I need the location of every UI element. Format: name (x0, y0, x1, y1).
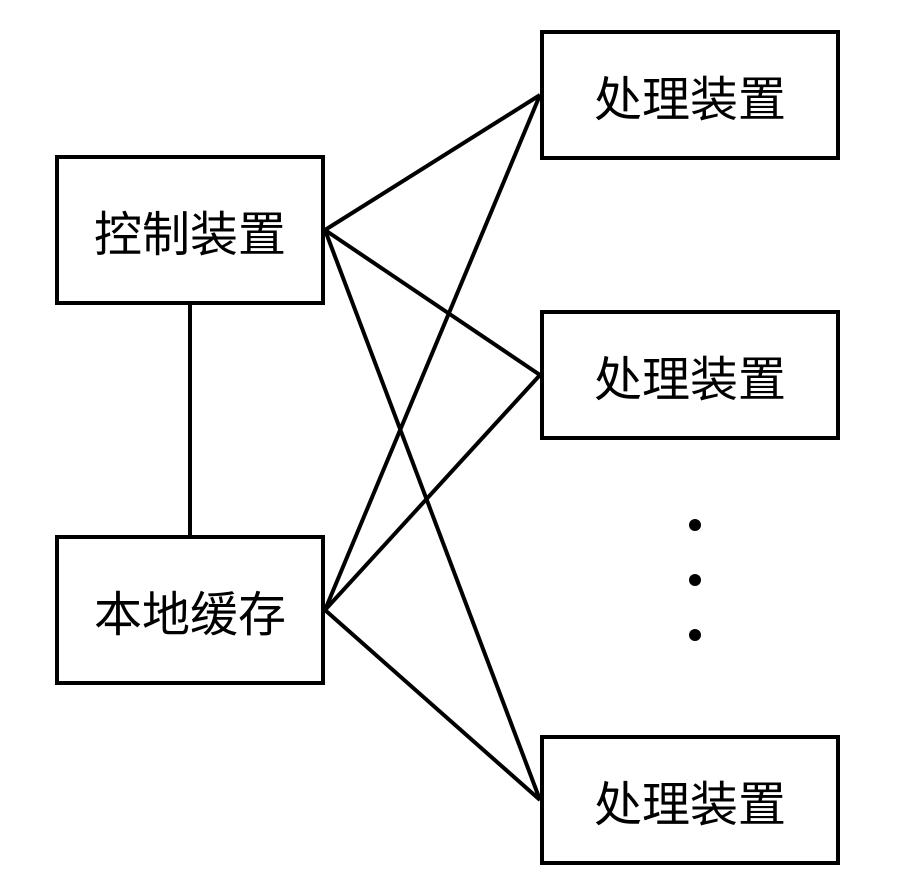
node-label: 本地缓存 (94, 575, 286, 645)
node-label: 处理装置 (594, 60, 786, 130)
ellipsis-dot (689, 629, 701, 641)
node-control: 控制装置 (55, 155, 325, 305)
ellipsis-dot (689, 574, 701, 586)
node-procN: 处理装置 (540, 735, 840, 865)
diagram-canvas: 控制装置 本地缓存 处理装置 处理装置 处理装置 (0, 0, 918, 893)
node-proc2: 处理装置 (540, 310, 840, 440)
node-label: 处理装置 (594, 340, 786, 410)
ellipsis-dot (689, 519, 701, 531)
node-proc1: 处理装置 (540, 30, 840, 160)
node-cache: 本地缓存 (55, 535, 325, 685)
node-label: 控制装置 (94, 195, 286, 265)
node-label: 处理装置 (594, 765, 786, 835)
